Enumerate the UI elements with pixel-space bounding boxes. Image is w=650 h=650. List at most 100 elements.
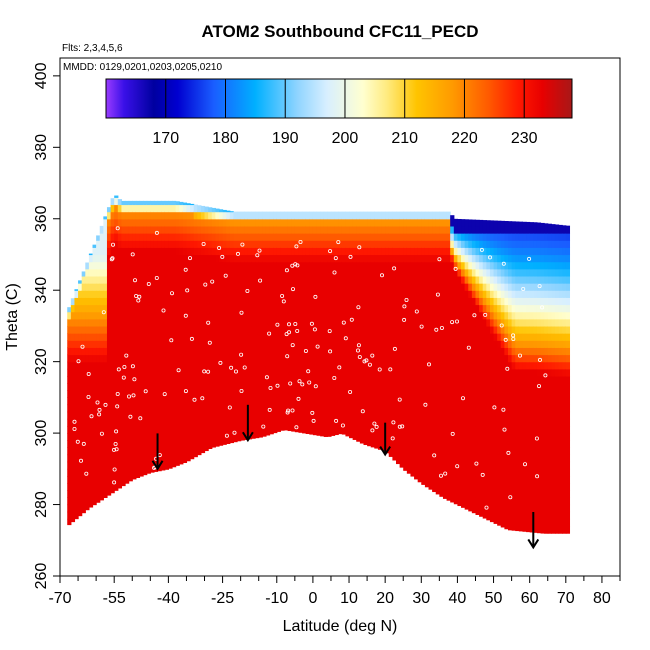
heatmap-cell (150, 397, 155, 406)
heatmap-cell (349, 325, 354, 334)
heatmap-cell (88, 311, 94, 320)
heatmap-cell (99, 447, 104, 456)
heatmap-cell (424, 418, 430, 427)
heatmap-cell (475, 375, 480, 384)
heatmap-cell (125, 325, 130, 334)
heatmap-cell (450, 233, 455, 241)
heatmap-cell (258, 304, 263, 313)
heatmap-cell (486, 497, 491, 506)
heatmap-cell (193, 354, 198, 363)
heatmap-cell (316, 354, 321, 363)
heatmap-cell (132, 254, 137, 263)
heatmap-cell (135, 340, 141, 348)
heatmap-cell (85, 397, 90, 406)
heatmap-cell (164, 261, 169, 270)
heatmap-cell (85, 340, 90, 348)
heatmap-cell (251, 333, 256, 341)
heatmap-cell (135, 290, 141, 298)
heatmap-cell (182, 202, 188, 206)
heatmap-cell (117, 361, 123, 370)
heatmap-cell (208, 418, 213, 427)
heatmap-cell (515, 497, 520, 506)
heatmap-cell (251, 347, 256, 356)
heatmap-cell (157, 390, 162, 398)
heatmap-cell (540, 318, 545, 327)
heatmap-cell (143, 254, 148, 263)
heatmap-cell (175, 201, 180, 206)
heatmap-cell (432, 340, 437, 348)
heatmap-cell (291, 411, 296, 420)
heatmap-cell (446, 461, 451, 470)
heatmap-cell (330, 297, 336, 306)
heatmap-cell (106, 290, 112, 298)
heatmap-cell (114, 233, 119, 241)
heatmap-cell (200, 354, 206, 363)
heatmap-cell (547, 268, 552, 277)
heatmap-cell (479, 340, 484, 348)
heatmap-cell (421, 304, 426, 313)
heatmap-cell (251, 390, 256, 398)
heatmap-cell (265, 347, 271, 356)
heatmap-cell (284, 218, 289, 227)
heatmap-cell (381, 333, 386, 341)
heatmap-cell (99, 375, 104, 384)
heatmap-cell (464, 475, 469, 484)
heatmap-cell (363, 418, 368, 427)
heatmap-cell (435, 297, 440, 306)
heatmap-cell (106, 390, 112, 398)
heatmap-cell (356, 247, 361, 256)
heatmap-cell (381, 404, 386, 413)
heatmap-cell (500, 518, 505, 527)
heatmap-cell (370, 397, 375, 406)
heatmap-cell (479, 311, 484, 320)
heatmap-cell (255, 297, 260, 306)
heatmap-cell (435, 333, 440, 341)
heatmap-cell (182, 247, 188, 256)
heatmap-cell (110, 383, 115, 391)
heatmap-cell (330, 233, 336, 241)
heatmap-cell (200, 304, 206, 313)
heatmap-cell (356, 333, 361, 341)
heatmap-cell (135, 383, 141, 391)
heatmap-cell (298, 390, 303, 398)
heatmap-cell (153, 468, 159, 472)
heatmap-cell (139, 375, 144, 384)
heatmap-cell (316, 311, 321, 320)
heatmap-cell (446, 297, 451, 306)
heatmap-cell (287, 347, 292, 356)
heatmap-cell (392, 440, 397, 448)
heatmap-cell (446, 283, 451, 291)
heatmap-cell (446, 454, 451, 463)
heatmap-cell (88, 425, 94, 434)
heatmap-cell (197, 447, 202, 456)
heatmap-cell (128, 225, 133, 234)
heatmap-cell (341, 311, 347, 320)
heatmap-cell (323, 425, 328, 434)
heatmap-cell (106, 297, 112, 306)
heatmap-cell (258, 275, 263, 284)
heatmap-cell (135, 461, 141, 470)
heatmap-cell (215, 368, 220, 377)
heatmap-cell (175, 304, 180, 313)
heatmap-cell (179, 275, 184, 284)
heatmap-cell (106, 268, 112, 277)
heatmap-cell (486, 461, 491, 470)
heatmap-cell (403, 404, 408, 413)
heatmap-cell (377, 304, 383, 313)
heatmap-cell (385, 225, 390, 234)
heatmap-cell (70, 504, 76, 513)
heatmap-cell (85, 490, 90, 498)
heatmap-cell (370, 261, 375, 270)
heatmap-cell (302, 318, 307, 327)
heatmap-cell (218, 390, 224, 398)
heatmap-cell (374, 283, 379, 291)
heatmap-cell (70, 511, 76, 520)
heatmap-cell (298, 318, 303, 327)
heatmap-cell (479, 261, 484, 270)
heatmap-cell (508, 425, 513, 434)
heatmap-cell (461, 497, 466, 506)
heatmap-cell (479, 361, 484, 370)
heatmap-cell (197, 254, 202, 263)
heatmap-cell (486, 511, 491, 520)
heatmap-cell (229, 354, 235, 363)
